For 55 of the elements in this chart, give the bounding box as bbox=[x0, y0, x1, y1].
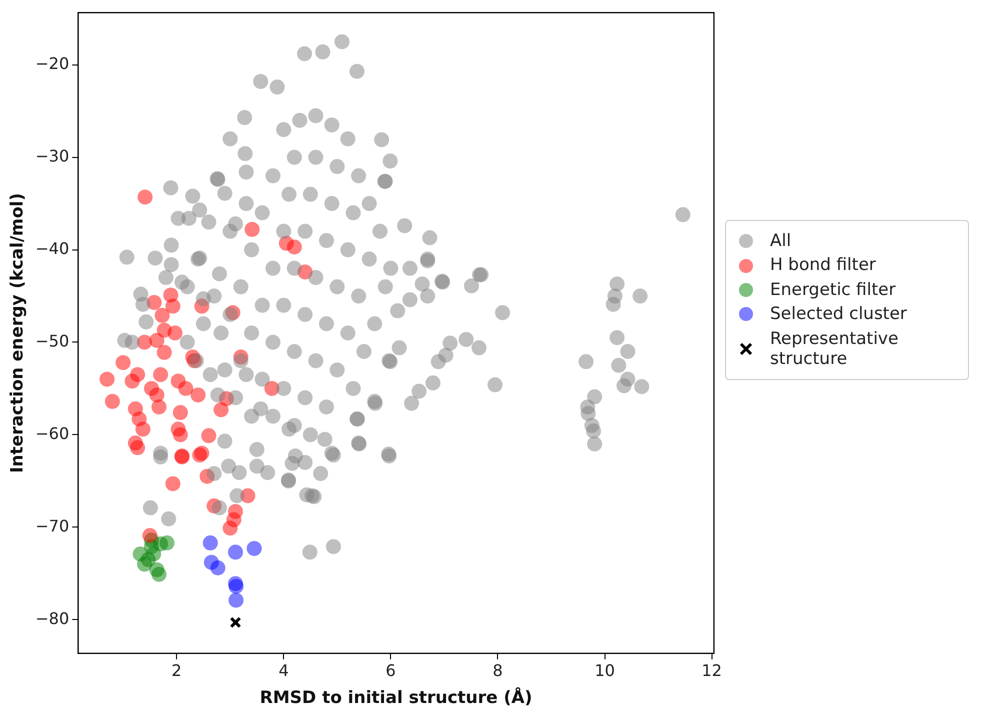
point bbox=[165, 298, 180, 314]
point bbox=[286, 240, 302, 255]
point bbox=[214, 402, 229, 418]
point bbox=[230, 616, 242, 628]
point bbox=[165, 476, 180, 492]
legend-label: Energetic filter bbox=[770, 280, 896, 300]
legend-label: H bond filter bbox=[770, 255, 876, 276]
point bbox=[140, 552, 156, 568]
point bbox=[201, 428, 216, 444]
y-tick-label: −70 bbox=[35, 516, 70, 536]
point bbox=[172, 405, 188, 420]
point bbox=[202, 535, 218, 550]
point bbox=[168, 326, 183, 340]
y-tick-label: −30 bbox=[35, 146, 70, 166]
point bbox=[222, 520, 238, 536]
point bbox=[156, 344, 172, 360]
point bbox=[246, 540, 262, 556]
point bbox=[154, 308, 170, 323]
point bbox=[116, 355, 131, 370]
point bbox=[244, 222, 260, 237]
point bbox=[138, 190, 153, 205]
point bbox=[178, 380, 194, 396]
y-tick-label: −20 bbox=[35, 54, 70, 73]
point bbox=[151, 566, 166, 582]
point bbox=[151, 399, 166, 414]
legend-label: All bbox=[770, 231, 792, 252]
point bbox=[153, 536, 168, 552]
point bbox=[149, 332, 164, 348]
legend-label: Selected cluster bbox=[770, 304, 907, 325]
y-axis-title: Interaction energy (kcal/mol) bbox=[8, 192, 28, 474]
x-tick-label: 4 bbox=[278, 661, 289, 680]
point bbox=[130, 440, 146, 456]
x-axis-title: RMSD to initial structure (Å) bbox=[260, 687, 532, 708]
x-tick-label: 6 bbox=[386, 661, 396, 680]
point bbox=[172, 427, 188, 442]
point bbox=[104, 394, 120, 409]
point bbox=[100, 372, 115, 387]
y-tick-label: −50 bbox=[35, 331, 70, 350]
point bbox=[142, 528, 158, 544]
point bbox=[124, 374, 140, 389]
point bbox=[153, 367, 168, 382]
y-tick-label: −80 bbox=[35, 608, 70, 628]
x-tick-label: 2 bbox=[172, 661, 182, 680]
point bbox=[190, 387, 206, 402]
y-tick-label: −40 bbox=[35, 238, 70, 258]
point bbox=[135, 422, 150, 437]
legend-label: Representative structure bbox=[770, 328, 900, 370]
y-tick-label: −60 bbox=[35, 424, 70, 443]
point bbox=[228, 592, 244, 608]
x-tick-label: 8 bbox=[492, 661, 503, 680]
point bbox=[228, 544, 243, 560]
x-tick-label: 10 bbox=[594, 661, 615, 680]
point bbox=[149, 387, 164, 402]
x-tick-label: 12 bbox=[702, 661, 722, 680]
point bbox=[210, 560, 226, 576]
